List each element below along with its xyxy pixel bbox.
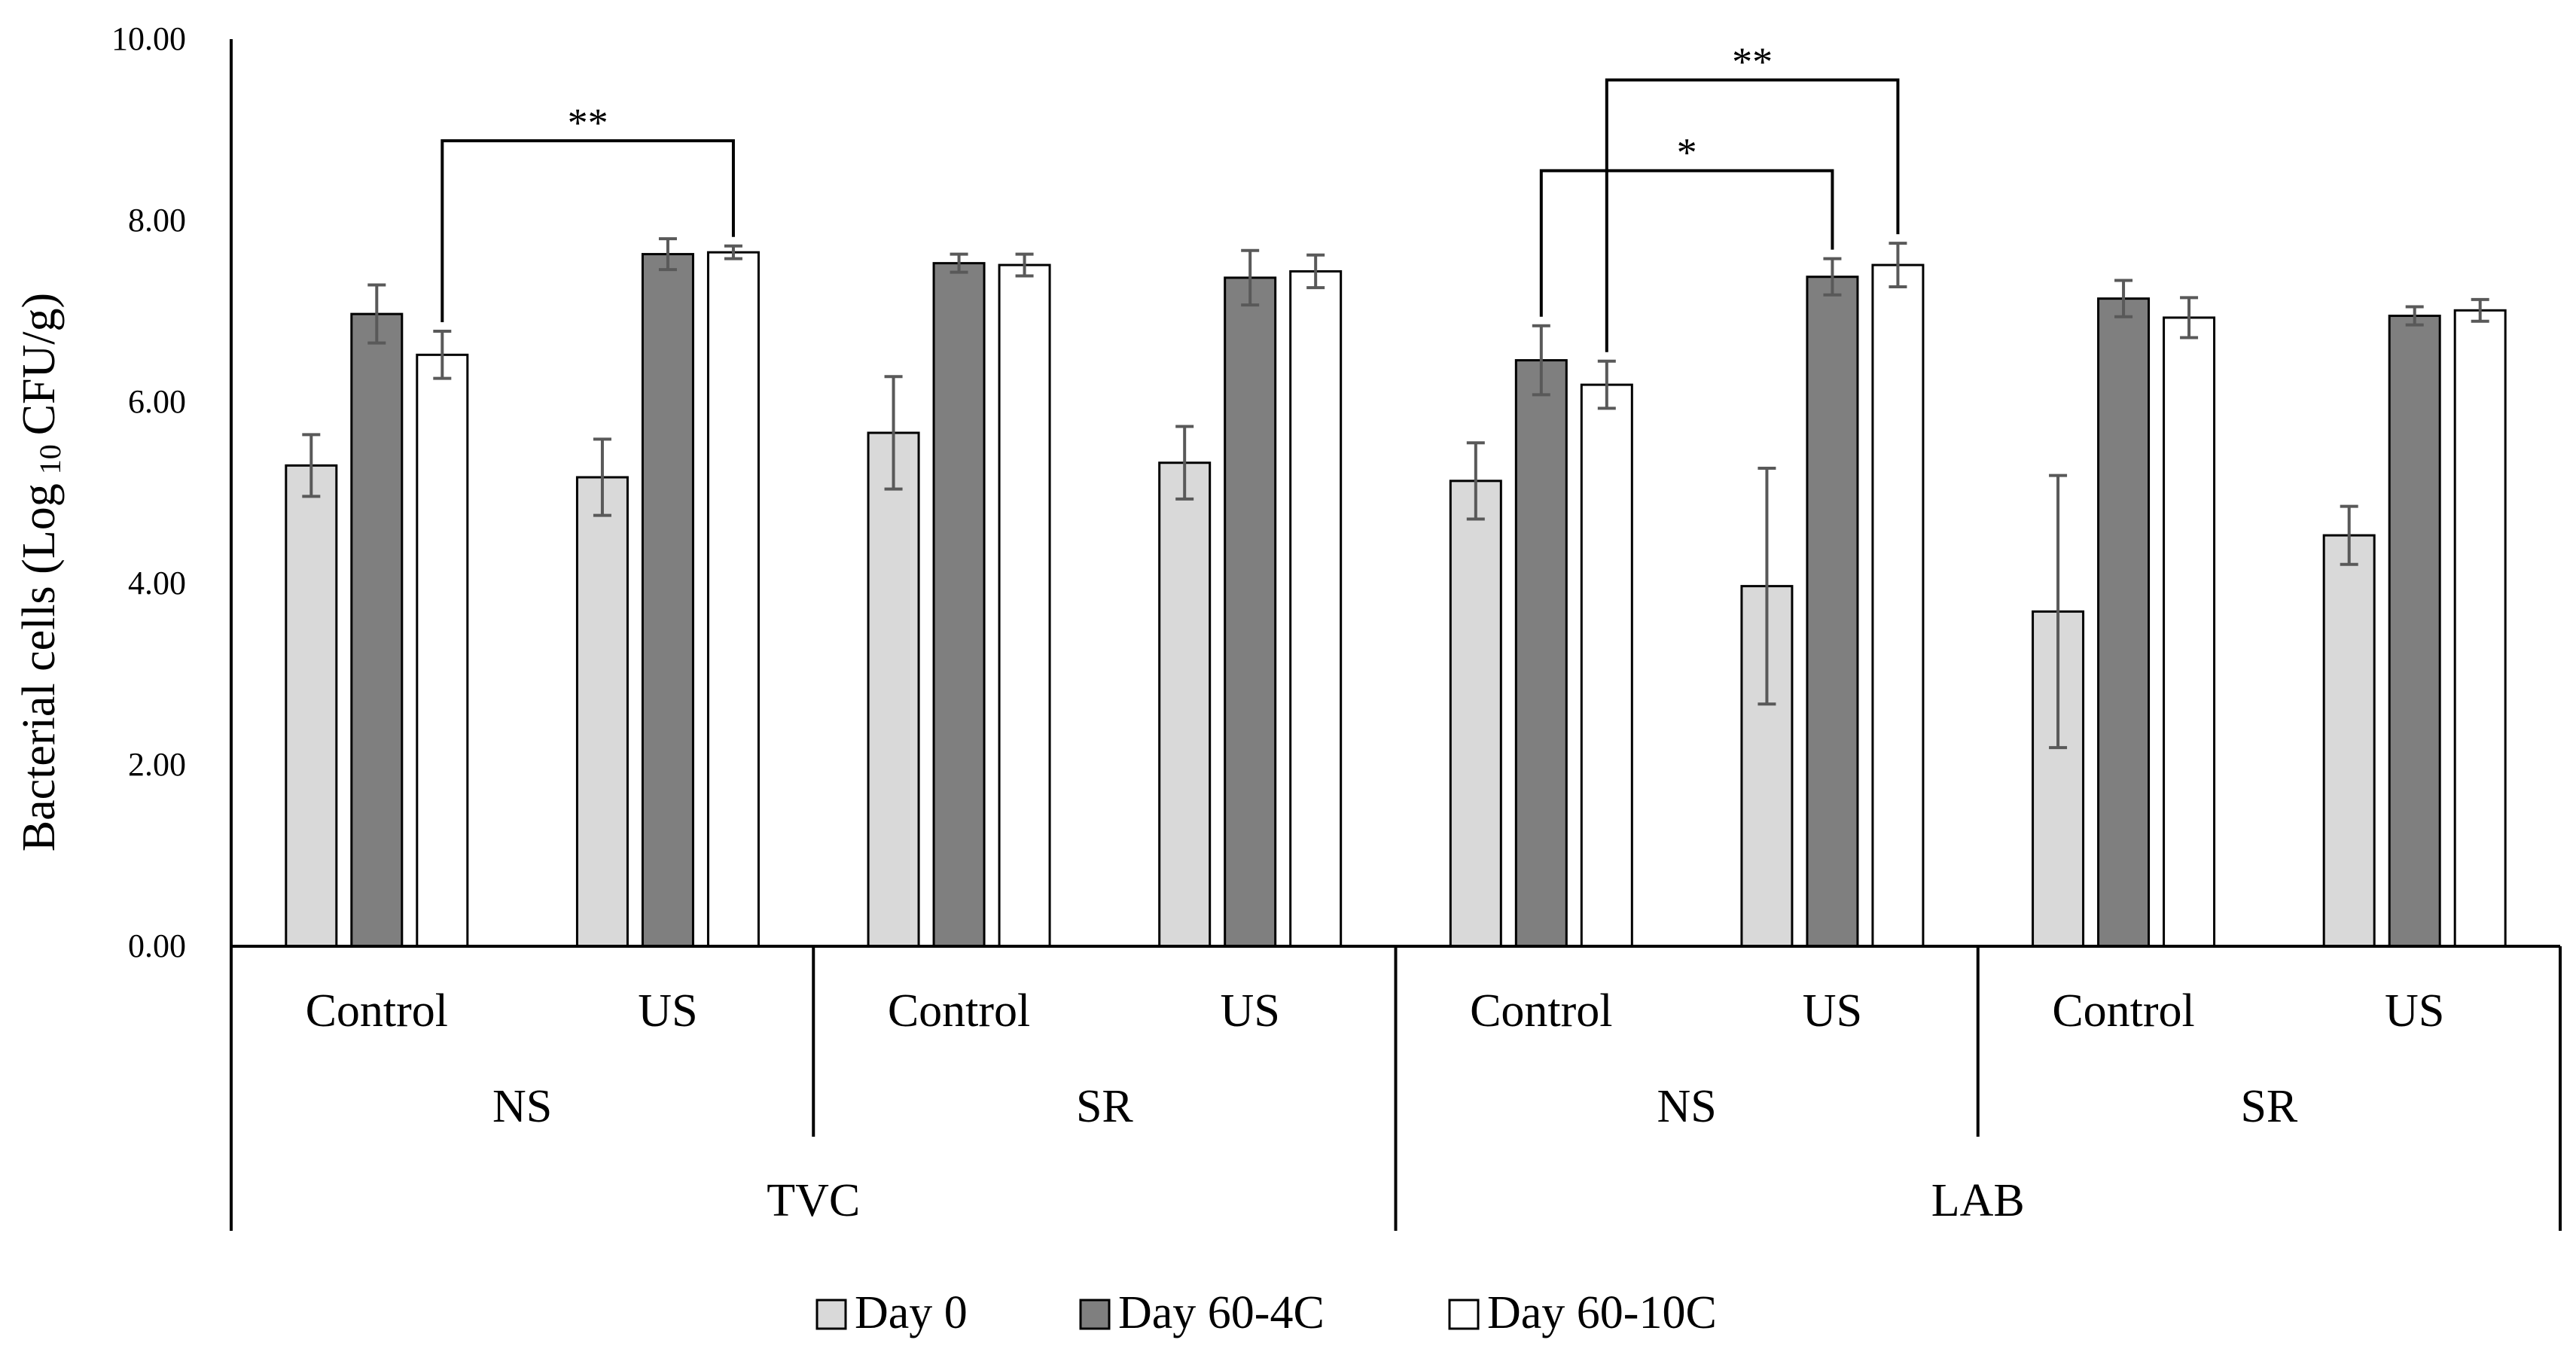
metric-label: TVC [767, 1175, 860, 1226]
y-tick-label: 6.00 [128, 383, 186, 420]
y-tick-label: 4.00 [128, 565, 186, 601]
bar [2163, 316, 2216, 948]
bar [350, 312, 404, 948]
bar [2097, 297, 2151, 948]
significance-bracket: ** [441, 100, 735, 323]
significance-line [1539, 169, 1834, 317]
y-axis-label-part1: Bacterial cells (Log [14, 483, 65, 851]
bar [998, 263, 1051, 948]
category-label: US [1803, 985, 1862, 1037]
y-axis-label-subscript: 10 [33, 444, 67, 474]
significance-bracket: * [1539, 130, 1834, 317]
significance-label: ** [568, 100, 608, 145]
group-label: SR [2240, 1081, 2297, 1132]
bar [641, 253, 694, 948]
y-tick-label: 10.00 [111, 20, 186, 57]
significance-label: * [1677, 130, 1697, 175]
group-label: NS [492, 1081, 552, 1132]
bar [2322, 534, 2376, 948]
significance-line [441, 139, 735, 323]
bar [285, 464, 338, 948]
y-axis-label: Bacterial cells (Log 10 CFU/g) [14, 293, 67, 851]
legend-item: Day 0 [815, 1287, 968, 1338]
bar [2388, 315, 2441, 948]
plot-area: 0.00 2.00 4.00 6.00 8.00 10.00 Control US Contro… [111, 20, 2562, 1231]
bar [932, 262, 986, 948]
bar [867, 431, 920, 948]
bar [1806, 276, 1859, 948]
y-axis-title: Bacterial cells (Log 10 CFU/g) [14, 293, 67, 851]
significance-bracket: ** [1605, 39, 1900, 352]
category-label: US [638, 985, 697, 1037]
bar [575, 476, 629, 948]
legend-label: Day 0 [855, 1287, 968, 1338]
category-label: US [2385, 985, 2444, 1037]
bar [1158, 461, 1212, 948]
bar [706, 251, 760, 948]
y-tick-label: 8.00 [128, 202, 186, 239]
group-label: NS [1657, 1081, 1716, 1132]
bar [1449, 480, 1502, 948]
legend-item: Day 60-4C [1079, 1287, 1325, 1338]
legend-label: Day 60-10C [1487, 1287, 1717, 1338]
group-label: SR [1076, 1081, 1133, 1132]
bar [1514, 359, 1568, 948]
legend-swatch [815, 1299, 847, 1330]
y-tick-label: 2.00 [128, 746, 186, 783]
bar [416, 353, 469, 948]
category-label: Control [2052, 985, 2194, 1037]
category-label: Control [1470, 985, 1612, 1037]
metric-label: LAB [1931, 1175, 2025, 1226]
significance-line [1605, 78, 1900, 352]
category-label: Control [888, 985, 1030, 1037]
category-label: US [1221, 985, 1280, 1037]
bar [1289, 269, 1343, 948]
bar [1224, 276, 1277, 948]
legend-swatch [1448, 1299, 1480, 1330]
significance-label: ** [1732, 39, 1773, 84]
legend: Day 0 Day 60-4C Day 60-10C [815, 1287, 1717, 1338]
y-axis-label-part2: CFU/g) [14, 293, 65, 435]
legend-item: Day 60-10C [1448, 1287, 1717, 1338]
category-label: Control [306, 985, 448, 1037]
y-tick-label: 0.00 [128, 927, 186, 964]
legend-label: Day 60-4C [1118, 1287, 1325, 1338]
legend-swatch [1079, 1299, 1111, 1330]
bar [1871, 263, 1925, 948]
bar [1580, 383, 1633, 948]
bar [2453, 309, 2507, 948]
